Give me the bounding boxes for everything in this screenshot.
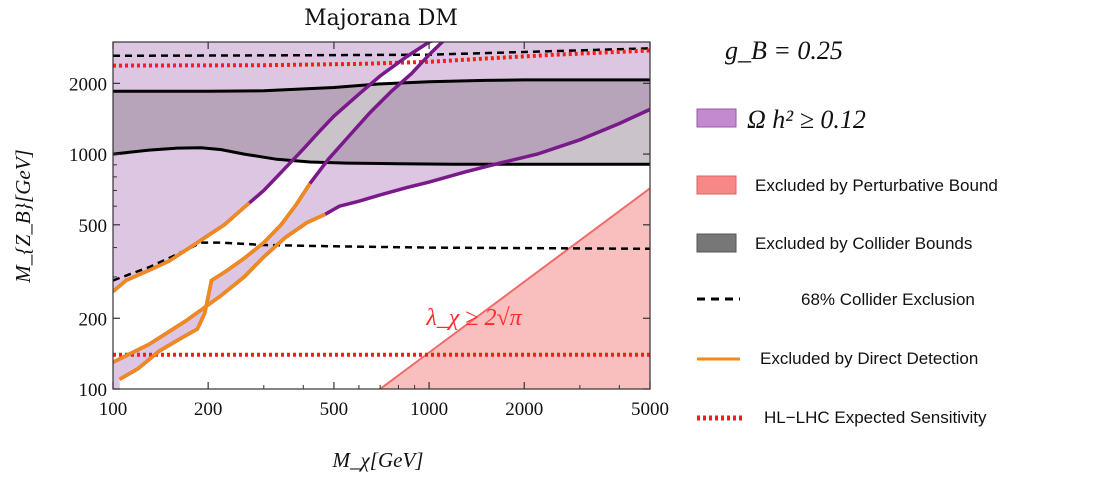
perturbative-annotation: λ_χ ≥ 2√π [425, 305, 522, 331]
x-tick-label: 5000 [631, 399, 669, 420]
coupling-label: g_B = 0.25 [725, 36, 843, 65]
x-axis-label: M_χ[GeV] [332, 448, 424, 472]
hl-lhc-upper-dotted [113, 48, 650, 68]
collider-upper-contour [113, 78, 650, 93]
y-tick-label: 200 [79, 309, 108, 330]
legend-label-68: 68% Collider Exclusion [801, 290, 975, 309]
x-tick-label: 1000 [410, 399, 448, 420]
legend-swatch-perturbative [696, 175, 737, 195]
axis-ticks: 100 200 500 1000 2000 5000 100 200 500 1000 2000 [69, 42, 669, 420]
legend-label-collider: Excluded by Collider Bounds [755, 234, 972, 253]
legend-label-hl-lhc: HL−LHC Expected Sensitivity [764, 408, 987, 427]
collider-68-lower-dashed [113, 241, 650, 282]
legend-label-perturbative: Excluded by Perturbative Bound [755, 176, 998, 195]
y-tick-label: 100 [79, 380, 108, 401]
direct-detection-segment-2 [118, 182, 312, 381]
y-tick-label: 2000 [69, 74, 107, 95]
x-tick-label: 500 [320, 399, 349, 420]
perturbative-bound-line [379, 187, 650, 389]
y-tick-label: 500 [79, 216, 108, 237]
x-tick-label: 2000 [505, 399, 543, 420]
plot-area [113, 42, 650, 389]
legend: Ω h² ≥ 0.12 Excluded by Perturbative Bou… [696, 105, 998, 427]
legend-label-direct-detection: Excluded by Direct Detection [760, 349, 978, 368]
collider-lower-contour [113, 146, 650, 166]
chart-title: Majorana DM [304, 6, 458, 31]
y-axis-label: M_{Z_B}[GeV] [11, 149, 35, 283]
legend-label-relic: Ω h² ≥ 0.12 [747, 105, 866, 134]
legend-swatch-relic [696, 108, 737, 128]
y-tick-label: 1000 [69, 145, 107, 166]
x-tick-label: 100 [99, 399, 128, 420]
direct-detection-segment-1 [113, 201, 251, 293]
collider-excluded-region [113, 79, 650, 165]
legend-swatch-collider [696, 233, 737, 253]
plot-frame [112, 41, 651, 390]
direct-detection-segment-3 [113, 212, 327, 364]
relic-density-region [113, 42, 650, 389]
x-tick-label: 200 [194, 399, 223, 420]
